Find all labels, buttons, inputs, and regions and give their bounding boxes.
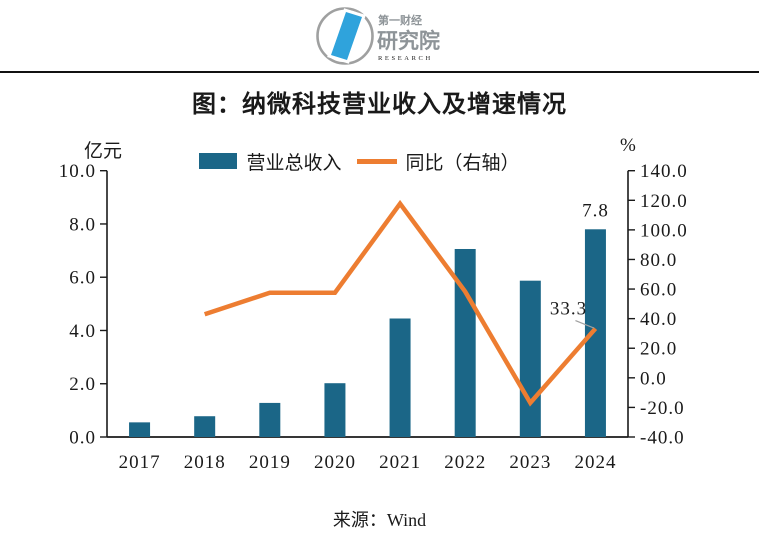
right-axis-tick-label: 60.0 <box>640 280 677 301</box>
bar-2024 <box>584 229 606 437</box>
revenue-growth-chart: 0.0 2.0 4.0 6.0 8.0 10.0 -40.0 -20.0 0.0 20.0 40.0… <box>59 161 688 473</box>
source-note: 来源：Wind <box>332 510 427 530</box>
right-axis-tick-label: 20.0 <box>640 339 677 360</box>
logo-org-cn: 研究院 <box>377 29 440 53</box>
logo: 第一财经 研究院 RESEARCH <box>314 5 446 67</box>
bar-2018 <box>194 416 216 437</box>
bar-2022 <box>454 248 476 437</box>
right-axis-tick-label: 140.0 <box>640 161 688 182</box>
right-axis-tick-label: 100.0 <box>640 220 688 241</box>
left-axis-unit: 亿元 <box>84 141 123 162</box>
right-axis-tick-label: 80.0 <box>640 250 677 271</box>
left-axis-tick-label: 2.0 <box>69 374 96 395</box>
logo-brand-en: RESEARCH <box>378 55 433 62</box>
x-label-2017: 2017 <box>119 452 161 473</box>
bar-2023 <box>519 280 541 437</box>
right-axis-tick-label: 120.0 <box>640 191 688 212</box>
bar-2017 <box>129 422 151 437</box>
right-axis-tick-label: -40.0 <box>640 428 685 449</box>
x-label-2020: 2020 <box>314 452 356 473</box>
left-axis-tick-label: 4.0 <box>69 321 96 342</box>
x-label-2018: 2018 <box>184 452 226 473</box>
data-label-growth-2024: 33.3 <box>550 299 587 320</box>
left-axis-tick-label: 6.0 <box>69 268 96 289</box>
right-axis-tick-label: 40.0 <box>640 309 677 330</box>
x-label-2023: 2023 <box>509 452 551 473</box>
revenue-legend-label: 营业总收入 <box>246 152 342 174</box>
chart-title: 图：纳微科技营业收入及增速情况 <box>192 92 567 118</box>
logo-mark-icon: 第一财经 研究院 RESEARCH <box>316 7 440 65</box>
left-axis-tick-label: 10.0 <box>59 161 96 182</box>
right-axis-tick-label: -20.0 <box>640 398 685 419</box>
data-label-revenue-2024: 7.8 <box>582 200 609 221</box>
logo-brand-cn: 第一财经 <box>378 13 422 27</box>
growth-legend-swatch-icon <box>356 158 397 164</box>
bar-2020 <box>324 383 346 437</box>
growth-line <box>203 199 598 407</box>
x-label-2019: 2019 <box>249 452 291 473</box>
chart-legend: 营业总收入 同比（右轴） <box>0 150 759 174</box>
left-axis-tick-label: 8.0 <box>69 214 96 235</box>
x-label-2024: 2024 <box>574 452 616 473</box>
revenue-legend-swatch-icon <box>199 153 238 169</box>
bar-2021 <box>389 318 411 437</box>
left-axis-tick-label: 0.0 <box>69 428 96 449</box>
right-axis-tick-label: 0.0 <box>640 368 667 389</box>
header-divider <box>0 71 759 73</box>
logo-parallelogram-icon <box>331 12 362 60</box>
x-label-2022: 2022 <box>444 452 486 473</box>
x-label-2021: 2021 <box>379 452 421 473</box>
bar-2019 <box>259 402 281 437</box>
right-axis-unit: % <box>620 135 636 156</box>
growth-legend-label: 同比（右轴） <box>405 152 520 174</box>
annotation-leader-line <box>575 320 595 329</box>
